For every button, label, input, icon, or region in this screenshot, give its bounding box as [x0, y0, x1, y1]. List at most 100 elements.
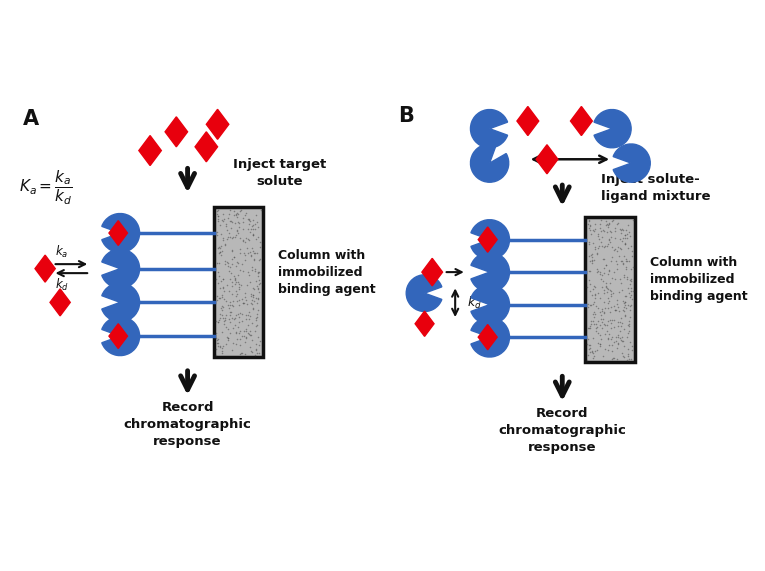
- Wedge shape: [102, 249, 139, 288]
- Point: [583, 275, 595, 284]
- Point: [596, 232, 608, 242]
- Point: [224, 223, 236, 232]
- Point: [588, 291, 601, 300]
- Point: [226, 246, 239, 255]
- Point: [250, 315, 262, 324]
- Point: [248, 248, 260, 258]
- Wedge shape: [471, 252, 509, 292]
- Point: [617, 303, 630, 312]
- Point: [614, 234, 626, 243]
- Point: [232, 258, 244, 267]
- Point: [223, 287, 235, 296]
- Point: [247, 230, 259, 239]
- Point: [589, 220, 601, 229]
- Point: [217, 282, 230, 291]
- Point: [236, 331, 249, 340]
- Point: [604, 279, 617, 288]
- Point: [249, 266, 261, 275]
- Point: [226, 232, 239, 242]
- Point: [602, 220, 614, 230]
- Point: [223, 301, 235, 310]
- Point: [594, 270, 606, 279]
- Point: [249, 293, 262, 303]
- Point: [588, 308, 600, 317]
- Point: [233, 279, 246, 288]
- Point: [212, 279, 224, 288]
- Point: [233, 265, 246, 274]
- Point: [240, 233, 252, 242]
- Point: [624, 300, 636, 309]
- Point: [582, 303, 594, 312]
- Point: [592, 231, 604, 240]
- Point: [238, 331, 250, 340]
- Polygon shape: [165, 117, 187, 147]
- Point: [581, 350, 594, 359]
- Point: [242, 311, 254, 320]
- Point: [239, 208, 252, 218]
- Point: [587, 284, 599, 293]
- Point: [620, 230, 632, 239]
- Point: [604, 329, 616, 338]
- Point: [223, 216, 236, 226]
- Point: [226, 290, 238, 299]
- Polygon shape: [415, 311, 434, 336]
- Wedge shape: [471, 317, 509, 357]
- Point: [210, 274, 222, 283]
- Point: [216, 217, 229, 226]
- Point: [617, 299, 630, 308]
- Point: [603, 266, 615, 275]
- Point: [622, 345, 634, 354]
- Point: [591, 248, 603, 258]
- Point: [597, 297, 610, 306]
- Polygon shape: [536, 144, 558, 174]
- Point: [616, 336, 628, 345]
- Point: [218, 215, 230, 224]
- Point: [245, 299, 257, 308]
- Point: [612, 333, 624, 342]
- Point: [621, 333, 633, 342]
- Point: [602, 304, 614, 313]
- Point: [598, 263, 610, 272]
- Point: [624, 338, 636, 347]
- Point: [233, 284, 246, 293]
- Point: [226, 296, 239, 305]
- Point: [213, 316, 225, 325]
- Point: [581, 323, 594, 332]
- Point: [250, 211, 262, 220]
- Point: [249, 322, 262, 331]
- Point: [618, 273, 630, 282]
- Point: [254, 254, 266, 263]
- Point: [236, 348, 249, 357]
- Point: [622, 349, 634, 359]
- Point: [610, 333, 623, 342]
- Point: [212, 317, 224, 327]
- Point: [233, 328, 246, 337]
- Point: [609, 227, 621, 236]
- Point: [606, 340, 618, 349]
- Polygon shape: [207, 109, 229, 139]
- Point: [240, 243, 252, 252]
- Point: [210, 344, 223, 353]
- Point: [246, 243, 258, 252]
- Point: [231, 208, 243, 218]
- Point: [614, 224, 627, 234]
- Point: [622, 284, 634, 293]
- Point: [594, 340, 606, 349]
- Point: [590, 320, 602, 329]
- Point: [216, 313, 229, 322]
- Point: [216, 274, 229, 283]
- Point: [615, 321, 627, 331]
- Point: [245, 251, 257, 260]
- Point: [615, 229, 627, 238]
- Text: $k_a$: $k_a$: [54, 244, 68, 260]
- Point: [250, 313, 262, 322]
- Point: [247, 304, 259, 313]
- Point: [237, 267, 249, 276]
- Point: [591, 304, 604, 313]
- Point: [252, 267, 265, 276]
- Point: [216, 346, 229, 355]
- Point: [216, 290, 229, 299]
- Point: [246, 265, 258, 274]
- Point: [216, 305, 229, 315]
- Point: [605, 334, 617, 343]
